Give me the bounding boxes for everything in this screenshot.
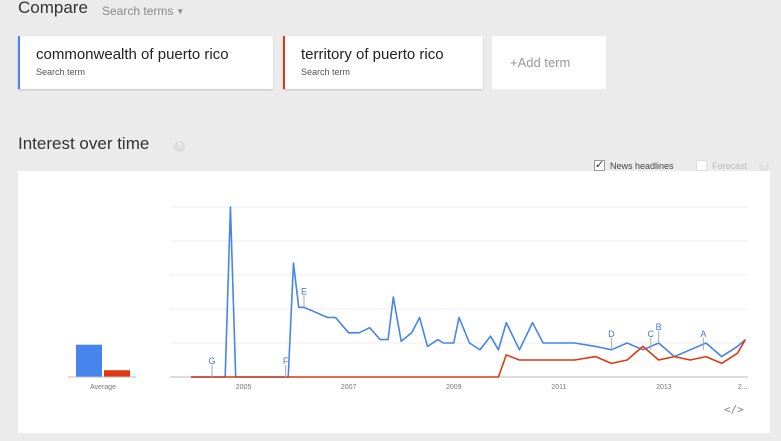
annotation-marker-B: B bbox=[656, 322, 662, 332]
term-2-sub: Search term bbox=[301, 67, 351, 77]
series-line-1 bbox=[191, 206, 746, 378]
x-tick-label: 2011 bbox=[551, 384, 566, 391]
annotation-marker-G: G bbox=[209, 356, 216, 366]
x-tick-label: 2... bbox=[738, 384, 748, 391]
forecast-toggle[interactable]: Forecast bbox=[696, 160, 747, 171]
interest-chart: Average 2005 2007 2009 2011 2013 2... G F E D C B A <… bbox=[18, 171, 770, 433]
forecast-label: Forecast bbox=[712, 160, 748, 171]
term-card-1[interactable]: commonwealth of puerto rico Search term bbox=[18, 36, 273, 89]
search-terms-label: Search terms bbox=[102, 4, 174, 18]
x-tick-label: 2013 bbox=[656, 384, 672, 391]
term-1-sub: Search term bbox=[36, 67, 86, 77]
annotation-marker-F: F bbox=[283, 356, 289, 366]
news-headlines-label: News headlines bbox=[610, 160, 674, 171]
news-headlines-checkbox[interactable] bbox=[594, 158, 605, 171]
news-headlines-toggle[interactable]: News headlines bbox=[594, 158, 674, 171]
series-line-2 bbox=[191, 339, 747, 378]
chart-svg: Average 2005 2007 2009 2011 2013 2... G F E D CB A bbox=[68, 206, 748, 391]
forecast-help-icon[interactable]: ? bbox=[759, 162, 769, 172]
add-term-label: +Add term bbox=[510, 55, 571, 70]
annotation-marker-A: A bbox=[700, 329, 706, 339]
x-tick-label: 2009 bbox=[446, 384, 462, 391]
average-bar-1 bbox=[76, 344, 102, 377]
average-label: Average bbox=[90, 384, 116, 391]
search-terms-dropdown[interactable]: Search terms ▼ bbox=[102, 4, 184, 18]
compare-title: Compare bbox=[18, 0, 88, 17]
x-tick-label: 2005 bbox=[236, 384, 252, 391]
embed-icon[interactable]: </> bbox=[724, 403, 744, 416]
x-tick-label: 2007 bbox=[341, 384, 357, 391]
forecast-checkbox[interactable] bbox=[696, 160, 707, 171]
help-icon[interactable]: ? bbox=[174, 141, 185, 152]
term-2-label: territory of puerto rico bbox=[301, 46, 444, 63]
interest-over-time-title: Interest over time bbox=[18, 134, 150, 153]
average-bar-2 bbox=[104, 370, 130, 377]
add-term-button[interactable]: +Add term bbox=[492, 36, 606, 89]
term-1-label: commonwealth of puerto rico bbox=[36, 46, 229, 63]
caret-down-icon: ▼ bbox=[176, 7, 185, 16]
annotation-marker-C: C bbox=[648, 329, 655, 339]
annotation-marker-D: D bbox=[608, 329, 615, 339]
term-card-2[interactable]: territory of puerto rico Search term bbox=[283, 36, 483, 89]
annotation-marker-E: E bbox=[301, 286, 307, 296]
